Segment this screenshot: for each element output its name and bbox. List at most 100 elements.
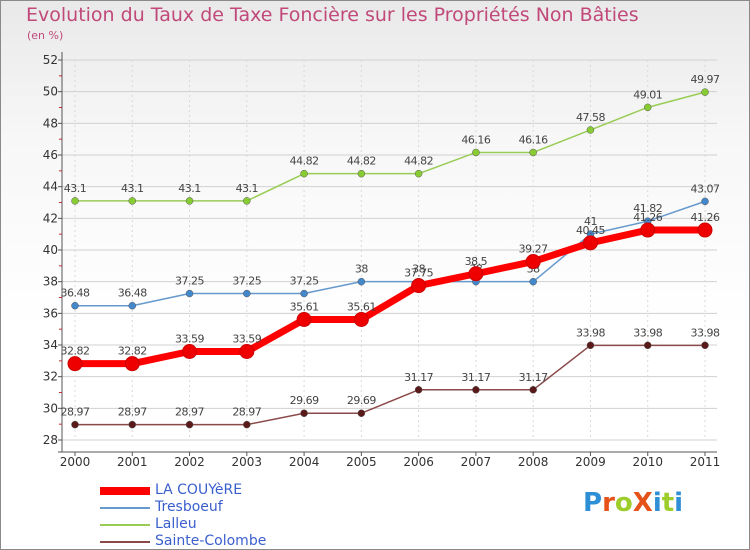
legend-swatch	[100, 524, 150, 526]
data-point	[124, 356, 140, 372]
x-tick-label: 2001	[117, 455, 148, 469]
data-point	[472, 386, 480, 394]
data-point	[185, 289, 194, 298]
x-tick-label: 2008	[518, 455, 549, 469]
data-point	[128, 420, 137, 429]
y-tick-label: 40	[43, 243, 58, 257]
data-point	[296, 312, 312, 328]
data-point	[529, 277, 537, 286]
data-point	[357, 277, 366, 286]
data-label: 33.59	[175, 332, 204, 345]
legend-label: Tresboeuf	[155, 499, 223, 515]
legend-swatch	[100, 507, 150, 509]
data-label: 37.25	[175, 275, 204, 288]
legend-item: Tresboeuf	[100, 499, 360, 516]
data-label: 31.17	[404, 371, 433, 384]
data-label: 35.61	[347, 301, 376, 314]
data-point	[414, 169, 423, 178]
x-tick-label: 2003	[232, 455, 263, 469]
data-point	[185, 420, 194, 429]
data-point	[300, 409, 308, 417]
data-label: 31.17	[519, 371, 548, 384]
proxiti-logo: ProXiti	[583, 488, 683, 518]
logo-letter: X	[632, 488, 653, 518]
data-point	[357, 409, 366, 417]
y-tick-label: 38	[43, 275, 58, 289]
logo-letter: o	[614, 488, 633, 518]
data-point	[586, 341, 595, 350]
data-label: 44.82	[404, 155, 433, 168]
data-point	[643, 103, 652, 112]
y-tick-label: 30	[43, 401, 58, 415]
data-point	[586, 126, 595, 134]
legend-label: LA COUYèRE	[155, 482, 243, 498]
x-tick-label: 2009	[575, 455, 606, 469]
data-point	[582, 235, 598, 251]
data-label: 33.59	[232, 332, 261, 345]
data-point	[300, 169, 308, 178]
data-point	[701, 197, 709, 206]
data-point	[701, 88, 709, 96]
data-label: 41.26	[691, 211, 720, 224]
legend-item: Sainte-Colombe	[100, 533, 360, 550]
legend-swatch	[100, 541, 150, 543]
y-tick-label: 52	[43, 53, 58, 67]
data-label: 43.1	[236, 182, 259, 195]
logo-letter: t	[661, 488, 675, 518]
data-point	[128, 301, 137, 310]
y-tick-label: 50	[43, 85, 58, 99]
data-label: 37.25	[290, 275, 319, 288]
data-point	[701, 341, 709, 350]
x-tick-label: 2002	[174, 455, 205, 469]
data-label: 33.98	[691, 326, 720, 339]
data-point	[71, 420, 79, 429]
data-label: 44.82	[347, 155, 376, 168]
data-label: 41	[584, 215, 597, 228]
chart-subtitle: (en %)	[27, 29, 64, 42]
data-point	[525, 254, 541, 270]
data-label: 43.1	[178, 182, 201, 195]
series-line	[75, 344, 705, 426]
data-point	[529, 148, 537, 157]
data-label: 33.98	[633, 326, 662, 339]
data-label: 38	[412, 263, 425, 276]
data-label: 28.97	[118, 406, 147, 419]
data-label: 28.97	[61, 406, 90, 419]
data-label: 35.61	[290, 301, 319, 314]
series-line	[75, 91, 706, 202]
y-tick-label: 48	[43, 116, 58, 130]
legend-label: Sainte-Colombe	[155, 533, 267, 549]
data-point	[468, 266, 484, 282]
y-tick-label: 28	[43, 433, 58, 447]
legend-item: Lalleu	[100, 516, 360, 533]
data-point	[239, 343, 255, 359]
x-tick-label: 2010	[632, 455, 663, 469]
data-label: 41.26	[633, 211, 662, 224]
y-tick-label: 32	[43, 370, 58, 384]
data-label: 49.01	[633, 88, 662, 101]
data-label: 28.97	[175, 406, 204, 419]
data-point	[71, 301, 79, 310]
data-point	[357, 169, 366, 178]
data-point	[67, 356, 83, 372]
data-point	[185, 197, 194, 205]
data-point	[643, 341, 652, 350]
y-tick-label: 34	[43, 338, 58, 352]
data-point	[411, 278, 427, 294]
data-point	[243, 420, 251, 429]
x-tick-label: 2005	[346, 455, 377, 469]
legend-swatch	[100, 487, 150, 495]
data-label: 47.58	[576, 111, 605, 124]
x-tick-label: 2006	[403, 455, 434, 469]
data-point	[353, 312, 369, 328]
x-tick-label: 2011	[690, 455, 721, 469]
y-tick-label: 36	[43, 306, 58, 320]
data-label: 29.69	[290, 394, 319, 407]
y-tick-label: 44	[43, 180, 58, 194]
data-label: 44.82	[290, 155, 319, 168]
y-tick-label: 42	[43, 211, 58, 225]
series-line	[75, 226, 705, 368]
data-point	[414, 386, 423, 394]
data-label: 37.25	[232, 275, 261, 288]
